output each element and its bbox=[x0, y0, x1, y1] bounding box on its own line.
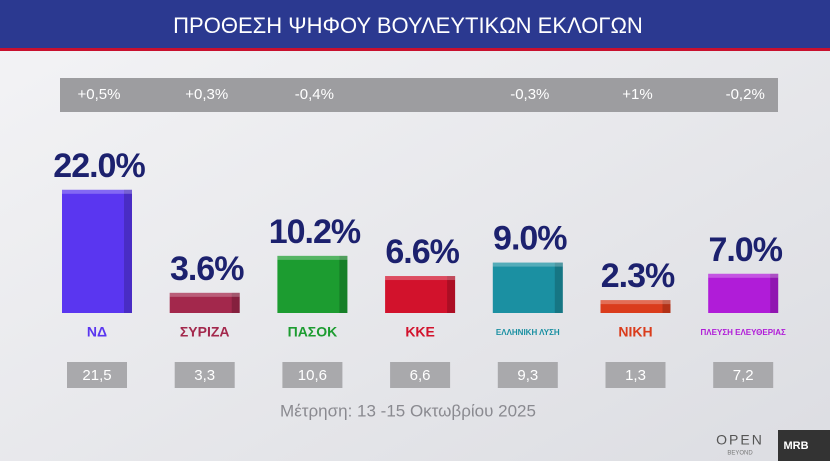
brand: OPEN bbox=[716, 432, 764, 448]
bar-side bbox=[770, 273, 779, 313]
brand-sub: BEYOND bbox=[727, 451, 753, 457]
party-logo: ΠΛΕΥΣΗ ΕΛΕΥΘΕΡΙΑΣ bbox=[701, 328, 787, 337]
bar bbox=[385, 276, 456, 313]
change-label: -0,2% bbox=[726, 86, 765, 103]
previous-label: 3,3 bbox=[194, 367, 215, 384]
party-logo: ΚΚΕ bbox=[405, 324, 435, 340]
party-logo: ΣΥΡΙΖΑ bbox=[180, 324, 230, 340]
change-strip bbox=[60, 78, 778, 112]
bar bbox=[492, 262, 563, 313]
value-label: 22.0% bbox=[53, 147, 145, 185]
bar bbox=[169, 292, 240, 313]
previous-box bbox=[605, 362, 666, 388]
change-label: +1% bbox=[622, 86, 652, 103]
previous-box bbox=[390, 362, 451, 388]
bar-top bbox=[169, 292, 240, 297]
previous-label: 9,3 bbox=[517, 367, 538, 384]
change-label: -0,3% bbox=[510, 86, 549, 103]
bar-side bbox=[554, 262, 563, 313]
previous-label: 1,3 bbox=[625, 367, 646, 384]
party-logo: ΠΑΣΟΚ bbox=[288, 324, 338, 340]
change-label: -0,4% bbox=[295, 86, 334, 103]
bar-side bbox=[447, 276, 456, 313]
party-logo: ΕΛΛΗΝΙΚΗ ΛΥΣΗ bbox=[496, 328, 560, 337]
bar-top bbox=[708, 273, 779, 278]
value-label: 7.0% bbox=[708, 231, 782, 269]
bar bbox=[62, 189, 132, 313]
value-label: 10.2% bbox=[269, 213, 361, 251]
bar-side bbox=[231, 292, 240, 313]
previous-box bbox=[282, 362, 343, 388]
bar bbox=[600, 300, 671, 313]
bar-top bbox=[492, 262, 563, 267]
brand-box bbox=[778, 430, 830, 461]
previous-box bbox=[713, 362, 774, 388]
bar-top bbox=[277, 255, 348, 260]
bar-side bbox=[124, 189, 132, 313]
bar-side bbox=[339, 255, 348, 313]
header-rule bbox=[0, 48, 830, 51]
change-label: +0,3% bbox=[185, 86, 228, 103]
previous-label: 6,6 bbox=[410, 367, 431, 384]
bar-top bbox=[62, 189, 132, 194]
bar-side bbox=[662, 300, 671, 313]
chart-title: ΠΡΟΘΕΣΗ ΨΗΦΟΥ ΒΟΥΛΕΥΤΙΚΩΝ ΕΚΛΟΓΩΝ bbox=[173, 13, 643, 38]
brand-mrb: MRB bbox=[783, 440, 808, 452]
party-logo: ΝΙΚΗ bbox=[618, 324, 652, 340]
previous-box bbox=[67, 362, 127, 388]
change-label: +0,5% bbox=[78, 86, 121, 103]
previous-label: 21,5 bbox=[82, 367, 111, 384]
value-label: 3.6% bbox=[170, 250, 244, 288]
previous-box bbox=[497, 362, 558, 388]
bar-top bbox=[600, 300, 671, 305]
bar bbox=[708, 273, 779, 313]
bar bbox=[277, 255, 348, 313]
bar-top bbox=[385, 276, 456, 281]
value-label: 6.6% bbox=[385, 233, 459, 271]
note: Μέτρηση: 13 -15 Οκτωβρίου 2025 bbox=[280, 401, 536, 420]
value-label: 2.3% bbox=[601, 257, 675, 295]
header-bar bbox=[0, 0, 830, 48]
previous-label: 10,6 bbox=[298, 367, 327, 384]
party-logo: ΝΔ bbox=[87, 324, 107, 340]
value-label: 9.0% bbox=[493, 220, 567, 258]
previous-box bbox=[174, 362, 235, 388]
previous-label: 7,2 bbox=[733, 367, 754, 384]
